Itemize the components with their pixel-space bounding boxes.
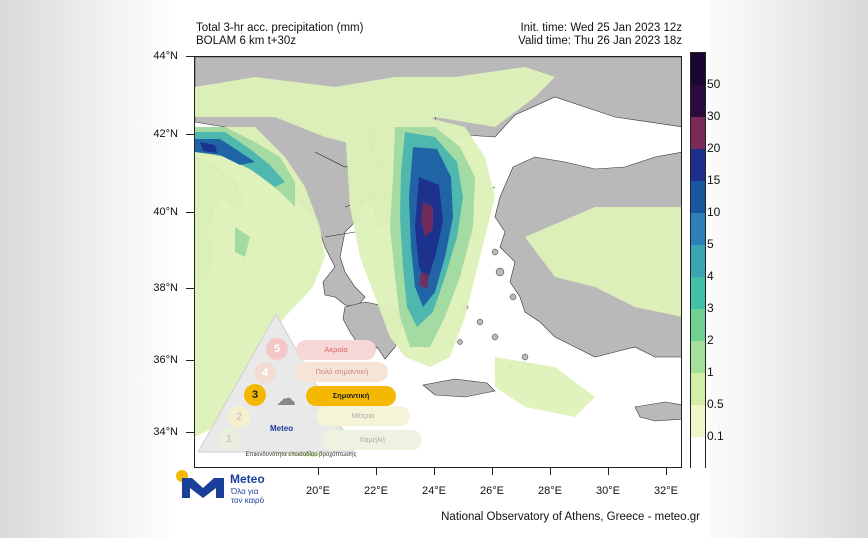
valid-time: Valid time: Thu 26 Jan 2023 18z — [518, 35, 682, 47]
lon-tick — [666, 468, 667, 475]
warning-brand: Meteo — [270, 424, 294, 433]
colorbar-label: 2 — [707, 333, 714, 347]
crete-land — [422, 378, 496, 398]
colorbar-segment — [691, 213, 705, 245]
lat-tick — [186, 212, 194, 213]
colorbar-segment — [691, 117, 705, 149]
level-5-badge: 5 — [266, 338, 288, 360]
lon-label: 22°E — [364, 485, 388, 497]
colorbar-segment — [691, 437, 705, 469]
lon-label: 20°E — [306, 485, 330, 497]
colorbar-label: 3 — [707, 301, 714, 315]
lon-tick — [434, 468, 435, 475]
colorbar-label: 50 — [707, 77, 721, 91]
colorbar-segment — [691, 309, 705, 341]
lon-tick — [608, 468, 609, 475]
colorbar-segment — [691, 277, 705, 309]
lat-label: 40°N — [153, 206, 178, 218]
cyprus-land — [634, 401, 681, 422]
time-block: Init. time: Wed 25 Jan 2023 12z Valid ti… — [518, 22, 682, 48]
level-5-label: Ακραία — [296, 340, 376, 360]
colorbar-label: 15 — [707, 173, 721, 187]
logo-tagline: Όλα για τον καιρό — [231, 487, 265, 505]
lon-label: 24°E — [422, 485, 446, 497]
colorbar-segment — [691, 181, 705, 213]
level-3-badge: 3 — [244, 384, 266, 406]
map-title: Total 3-hr acc. precipitation (mm) — [196, 22, 364, 34]
lat-tick — [186, 360, 194, 361]
lat-tick — [186, 288, 194, 289]
level-2-badge: 2 — [228, 406, 250, 428]
lat-label: 34°N — [153, 426, 178, 438]
warning-scale-graphic: 5 Ακραία 4 Πολύ σημαντική 3 Σημαντική ☁ … — [196, 312, 436, 472]
lat-tick — [186, 56, 194, 57]
colorbar-label: 4 — [707, 269, 714, 283]
colorbar-label: 0.1 — [707, 429, 724, 443]
precip-extreme — [419, 202, 433, 289]
colorbar-label: 20 — [707, 141, 721, 155]
lat-label: 44°N — [153, 50, 178, 62]
lon-label: 26°E — [480, 485, 504, 497]
lat-label: 36°N — [153, 354, 178, 366]
lat-label: 42°N — [153, 128, 178, 140]
lat-label: 38°N — [153, 282, 178, 294]
colorbar-segment — [691, 149, 705, 181]
lon-tick — [550, 468, 551, 475]
lon-tick — [376, 468, 377, 475]
lon-label: 30°E — [596, 485, 620, 497]
colorbar-label: 1 — [707, 365, 714, 379]
colorbar-label: 10 — [707, 205, 721, 219]
level-1-badge: 1 — [218, 428, 240, 450]
lat-tick — [186, 432, 194, 433]
colorbar-segment — [691, 373, 705, 405]
level-3-label: Σημαντική — [306, 386, 396, 406]
colorbar-segment — [691, 245, 705, 277]
meteo-logo: Meteo Όλα για τον καιρό — [176, 468, 265, 514]
logo-m-mark — [182, 478, 224, 498]
level-4-label: Πολύ σημαντική — [296, 362, 388, 382]
colorbar-label: 5 — [707, 237, 714, 251]
map-title-block: Total 3-hr acc. precipitation (mm) BOLAM… — [196, 22, 363, 48]
precipitation-colorbar — [690, 52, 706, 469]
colorbar-segment — [691, 53, 705, 85]
lat-tick — [186, 134, 194, 135]
level-2-label: Μέτρια — [316, 406, 410, 426]
lon-label: 32°E — [654, 485, 678, 497]
colorbar-segment — [691, 341, 705, 373]
colorbar-segment — [691, 85, 705, 117]
init-time: Init. time: Wed 25 Jan 2023 12z — [520, 22, 682, 34]
colorbar-label: 0.5 — [707, 397, 724, 411]
rain-cloud-icon: ☁ — [276, 388, 296, 410]
colorbar-segment — [691, 405, 705, 437]
colorbar-label: 30 — [707, 109, 721, 123]
warning-caption: Επικινδυνότητα επεισοδίου βροχόπτωσης — [245, 452, 357, 458]
lon-tick — [492, 468, 493, 475]
lon-tick — [318, 468, 319, 475]
level-4-badge: 4 — [254, 362, 276, 384]
level-1-label: Χαμηλή — [322, 430, 422, 450]
model-label: BOLAM 6 km t+30z — [196, 35, 297, 47]
lon-label: 28°E — [538, 485, 562, 497]
footer-credit: National Observatory of Athens, Greece -… — [441, 511, 700, 523]
precipitation-map — [194, 56, 682, 468]
logo-name: Meteo — [230, 472, 265, 486]
